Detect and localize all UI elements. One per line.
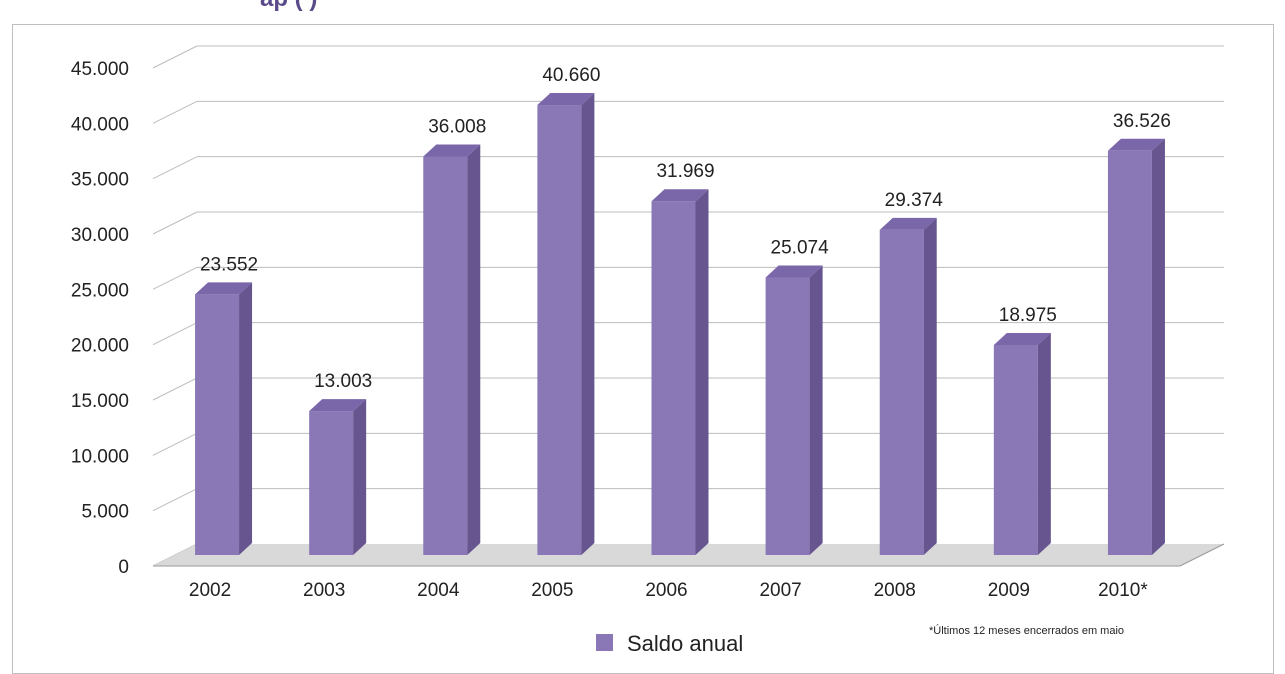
grid-diagonal	[152, 100, 198, 124]
bar-side	[695, 189, 709, 556]
x-tick-label: 2008	[874, 580, 916, 601]
grid-diagonal	[152, 488, 198, 512]
y-tick-label: 40.000	[71, 114, 129, 135]
x-tick-label: 2007	[759, 580, 801, 601]
bar	[309, 411, 354, 555]
y-tick-label: 15.000	[71, 391, 129, 412]
bar-top	[993, 333, 1051, 346]
y-tick-label: 20.000	[71, 336, 129, 357]
y-tick-label: 30.000	[71, 225, 129, 246]
grid-diagonal	[152, 266, 198, 290]
cropped-title-fragment: ap ( )	[260, 0, 317, 12]
bar-top	[195, 282, 253, 295]
bar-layer	[195, 93, 1165, 556]
grid-diagonal	[152, 45, 198, 69]
label-layer: 23.552 13.003 36.008 40.660 31.969 25.074 29.3…	[200, 65, 1171, 392]
footnote: *Últimos 12 meses encerrados em maio	[929, 624, 1124, 637]
bar-top	[1107, 138, 1165, 151]
x-axis-line-side	[1179, 543, 1225, 567]
x-tick-label: 2009	[988, 580, 1030, 601]
bar-top	[879, 217, 937, 230]
y-tick-label: 45.000	[71, 59, 129, 80]
bar-top	[651, 189, 709, 202]
data-label: 18.975	[999, 305, 1057, 326]
bar-side	[239, 282, 253, 555]
bar	[879, 229, 924, 555]
bar-top	[537, 93, 595, 106]
x-tick-label: 2004	[417, 580, 460, 601]
bar-top	[423, 144, 481, 157]
data-label: 29.374	[885, 190, 944, 211]
bar-side	[467, 144, 481, 555]
bar-side	[923, 217, 937, 555]
y-tick-label: 10.000	[71, 446, 129, 467]
bar	[195, 294, 240, 555]
bar	[765, 277, 810, 555]
bar	[651, 201, 696, 556]
bar-side	[809, 265, 823, 555]
y-tick-label: 0	[118, 557, 129, 578]
data-label: 31.969	[656, 161, 714, 182]
bar	[423, 156, 468, 555]
legend: Saldo anual	[596, 631, 743, 656]
legend-label: Saldo anual	[627, 631, 743, 656]
x-tick-label: 2002	[189, 580, 231, 601]
bar	[1107, 150, 1152, 555]
data-label: 25.074	[771, 238, 830, 259]
bar-side	[1151, 138, 1165, 555]
bar-side	[581, 93, 595, 556]
y-tick-label: 25.000	[71, 280, 129, 301]
y-tick-label: 5.000	[81, 502, 129, 523]
legend-swatch	[596, 634, 613, 651]
x-tick-label: 2003	[303, 580, 345, 601]
data-label: 36.008	[428, 117, 486, 138]
bar-top	[765, 265, 823, 278]
bar-side	[353, 399, 367, 555]
grid-diagonal	[152, 322, 198, 346]
x-tick-label: 2010*	[1098, 580, 1148, 601]
data-label: 13.003	[314, 371, 372, 392]
data-label: 40.660	[542, 65, 600, 86]
grid-diagonal	[152, 211, 198, 235]
data-label: 36.526	[1113, 111, 1171, 132]
bar-side	[1037, 333, 1051, 555]
grid-diagonal	[152, 156, 198, 180]
bar-top	[309, 399, 367, 412]
x-tick-label: 2006	[645, 580, 687, 601]
bar	[993, 345, 1038, 555]
x-tick-label: 2005	[531, 580, 573, 601]
bar	[537, 105, 582, 556]
y-tick-label: 35.000	[71, 170, 129, 191]
grid-diagonal	[152, 377, 198, 401]
axis-layer: 0 5.000 10.000 15.000 20.000 25.000 30.000 35.0…	[71, 59, 1225, 601]
data-label: 23.552	[200, 254, 258, 275]
grid-diagonal	[152, 432, 198, 456]
